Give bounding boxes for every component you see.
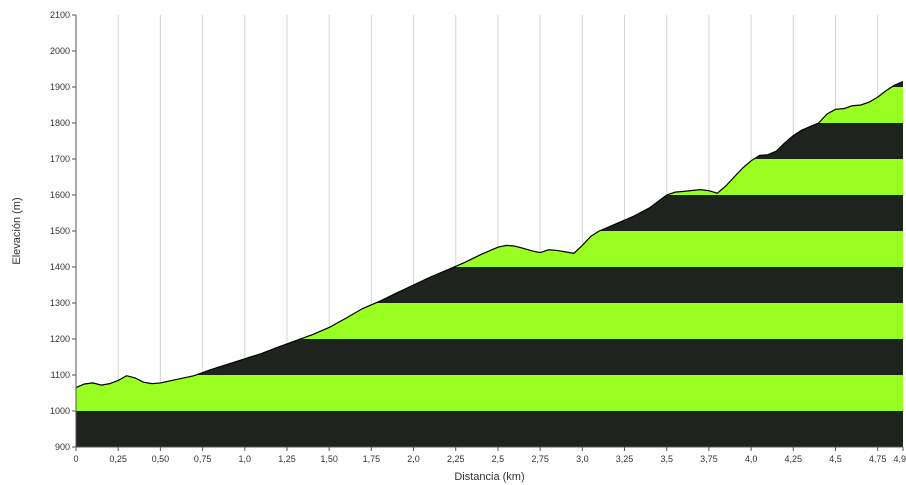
x-tick-label: 0,75 [194, 454, 212, 464]
x-tick-label: 2,75 [531, 454, 549, 464]
x-tick-label: 3,0 [576, 454, 589, 464]
x-tick-label: 3,75 [700, 454, 718, 464]
y-tick-label: 1500 [50, 226, 70, 236]
elevation-band [76, 411, 903, 447]
x-tick-label: 4,0 [745, 454, 758, 464]
x-tick-label: 4,9 [893, 454, 906, 464]
y-tick-label: 900 [55, 442, 70, 452]
x-tick-label: 0,25 [109, 454, 127, 464]
x-tick-label: 4,75 [869, 454, 887, 464]
elevation-band [76, 15, 903, 51]
y-tick-label: 1700 [50, 154, 70, 164]
elevation-band [76, 267, 903, 303]
elevation-band [76, 87, 903, 123]
elevation-band [76, 195, 903, 231]
x-tick-label: 1,75 [363, 454, 381, 464]
y-tick-label: 1200 [50, 334, 70, 344]
x-tick-label: 2,0 [407, 454, 420, 464]
x-tick-label: 3,5 [660, 454, 673, 464]
elevation-bands [76, 15, 903, 447]
y-axis-ticks: 900 1000 1100 1200 1300 1400 1500 1600 1700 1800 1… [50, 10, 76, 452]
y-tick-label: 1400 [50, 262, 70, 272]
elevation-profile-line [75, 81, 904, 389]
x-tick-label: 2,25 [447, 454, 465, 464]
x-tick-label: 0 [73, 454, 78, 464]
y-tick-label: 1300 [50, 298, 70, 308]
y-tick-label: 1900 [50, 82, 70, 92]
x-axis-label: Distancia (km) [454, 471, 524, 483]
x-tick-label: 0,50 [152, 454, 170, 464]
y-tick-label: 1600 [50, 190, 70, 200]
y-tick-label: 2000 [50, 46, 70, 56]
elevation-band [76, 339, 903, 375]
y-axis-label: Elevación (m) [11, 197, 23, 264]
x-axis-ticks: 0 0,25 0,50 0,75 1,0 1,25 1,50 1,75 2,0 2,25 2,5 2,… [73, 447, 906, 464]
y-tick-label: 1800 [50, 118, 70, 128]
elevation-band [76, 231, 903, 267]
elevation-band [76, 123, 903, 159]
x-tick-label: 1,0 [239, 454, 252, 464]
y-tick-label: 1100 [51, 370, 70, 380]
x-tick-label: 2,5 [492, 454, 505, 464]
y-tick-label: 2100 [50, 10, 70, 20]
y-tick-label: 1000 [50, 406, 70, 416]
x-tick-label: 4,5 [829, 454, 842, 464]
elevation-band [76, 375, 903, 411]
x-tick-label: 1,50 [320, 454, 338, 464]
elevation-band [76, 81, 903, 87]
x-tick-label: 1,25 [278, 454, 296, 464]
x-tick-label: 3,25 [616, 454, 634, 464]
x-tick-label: 4,25 [785, 454, 803, 464]
elevation-band [76, 303, 903, 339]
elevation-band [76, 159, 903, 195]
